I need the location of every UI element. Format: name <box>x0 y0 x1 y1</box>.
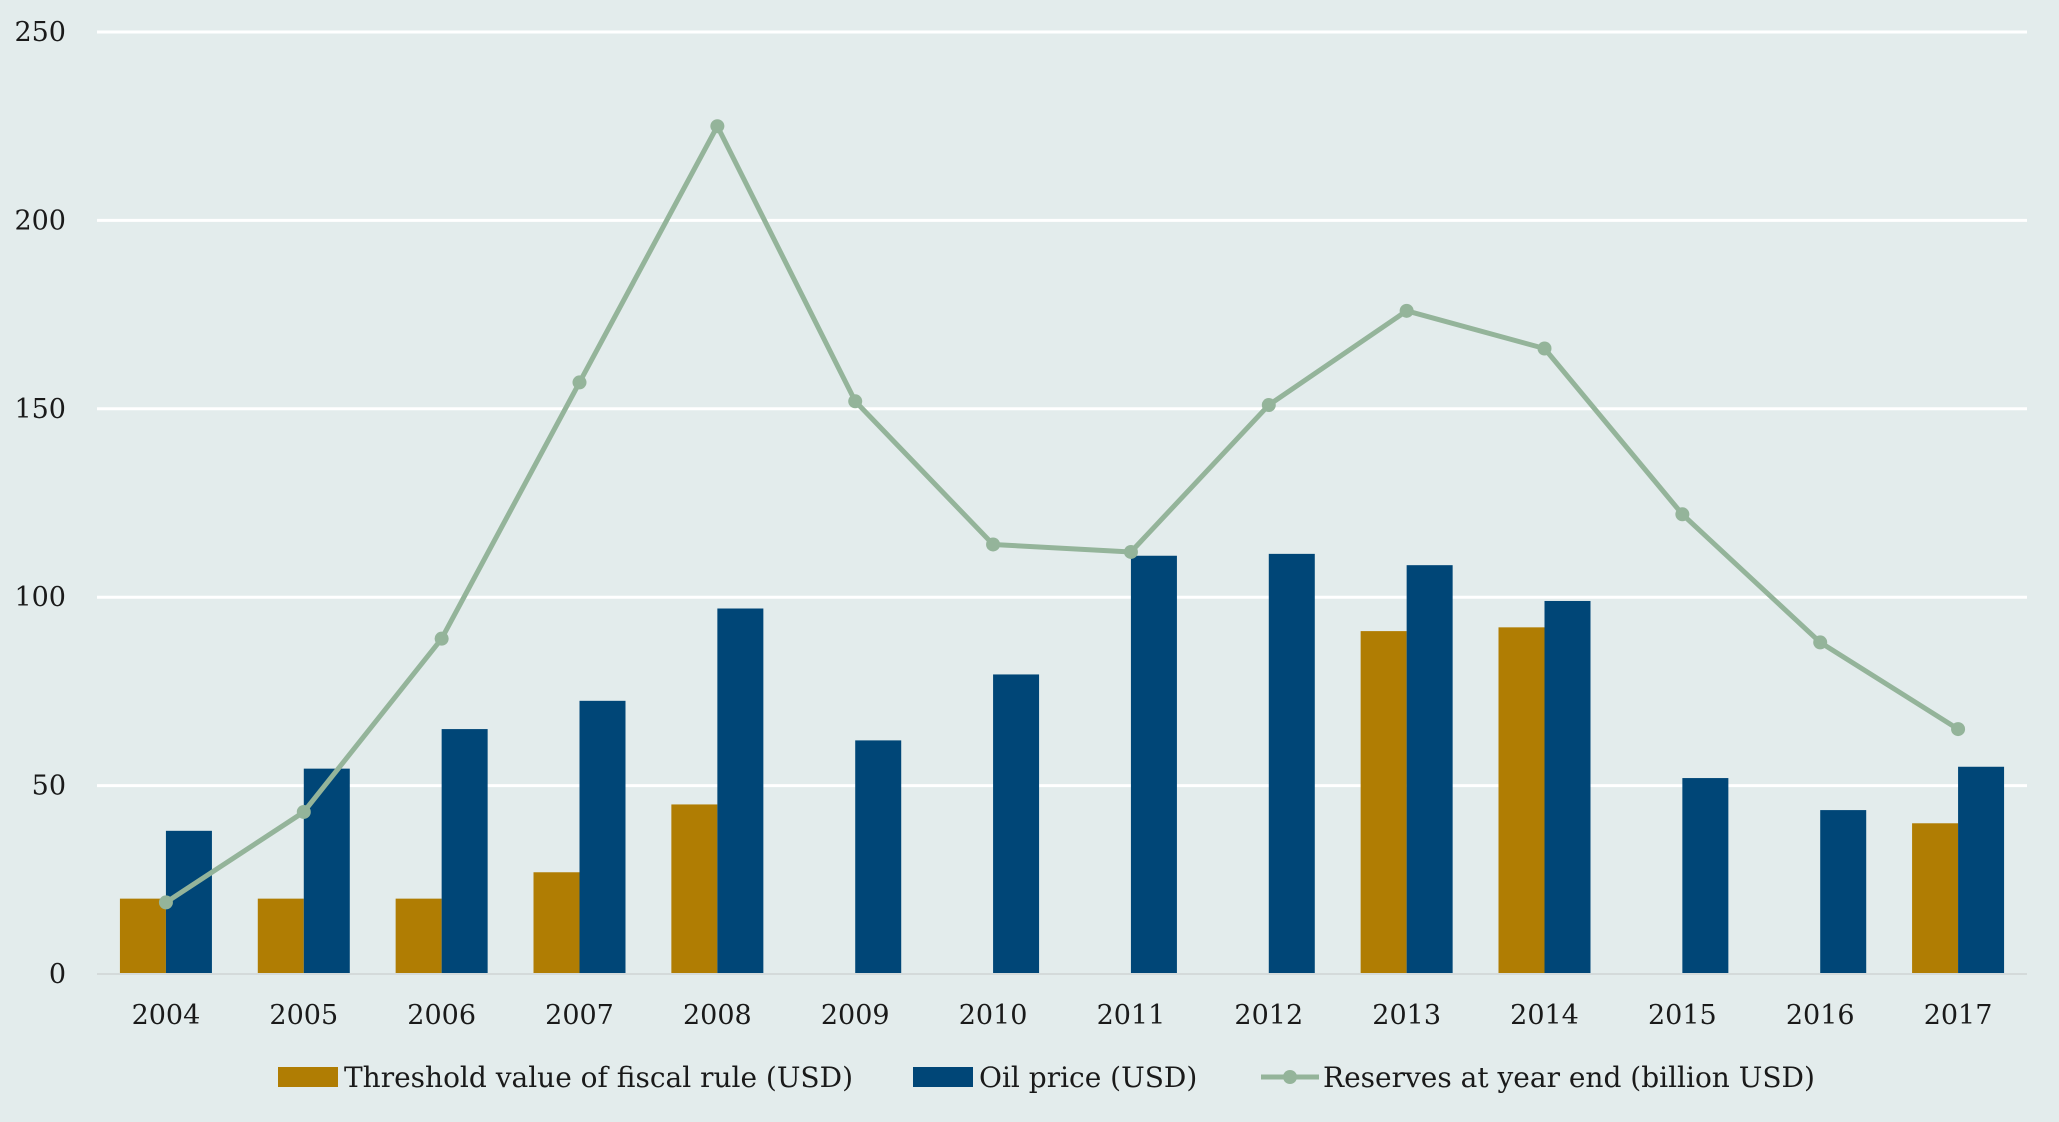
reserves-point-2016 <box>1813 635 1828 650</box>
x-tick-label: 2007 <box>545 1000 614 1031</box>
reserves-point-2007 <box>572 375 587 390</box>
reserves-point-2013 <box>1399 303 1414 318</box>
bar-threshold-value-of-fiscal-rule-usd-2005 <box>257 898 304 974</box>
bar-oil-price-usd-2017 <box>1958 766 2005 974</box>
x-tick-label: 2004 <box>132 1000 201 1031</box>
bar-threshold-value-of-fiscal-rule-usd-2007 <box>533 872 580 974</box>
reserves-point-2008 <box>710 119 725 134</box>
bar-threshold-value-of-fiscal-rule-usd-2017 <box>1912 823 1959 974</box>
bar-oil-price-usd-2012 <box>1268 553 1315 974</box>
bar-threshold-value-of-fiscal-rule-usd-2008 <box>671 804 718 974</box>
x-tick-label: 2011 <box>1097 1000 1166 1031</box>
line-series <box>158 119 1966 910</box>
reserves-point-2006 <box>434 631 449 646</box>
bar-oil-price-usd-2006 <box>441 729 488 974</box>
x-tick-label: 2016 <box>1786 1000 1855 1031</box>
bar-oil-price-usd-2009 <box>855 740 902 974</box>
x-tick-label: 2006 <box>407 1000 476 1031</box>
bar-oil-price-usd-2014 <box>1544 600 1591 974</box>
y-tick-label: 150 <box>14 394 66 425</box>
x-tick-label: 2010 <box>959 1000 1028 1031</box>
legend-swatch <box>913 1067 973 1087</box>
bar-threshold-value-of-fiscal-rule-usd-2013 <box>1360 631 1407 974</box>
x-tick-label: 2017 <box>1924 1000 1993 1031</box>
x-tick-label: 2014 <box>1510 1000 1579 1031</box>
reserves-point-2014 <box>1537 341 1552 356</box>
x-tick-label: 2005 <box>269 1000 338 1031</box>
reserves-point-2004 <box>158 895 173 910</box>
x-tick-label: 2008 <box>683 1000 752 1031</box>
bar-oil-price-usd-2004 <box>165 830 212 974</box>
reserves-point-2005 <box>296 804 311 819</box>
bars <box>119 553 2005 974</box>
bar-oil-price-usd-2013 <box>1406 565 1453 974</box>
reserves-point-2015 <box>1675 507 1690 522</box>
reserves-point-2009 <box>848 394 863 409</box>
x-tick-label: 2009 <box>821 1000 890 1031</box>
bar-oil-price-usd-2011 <box>1130 555 1177 974</box>
bar-threshold-value-of-fiscal-rule-usd-2006 <box>395 898 442 974</box>
bar-oil-price-usd-2016 <box>1820 810 1867 974</box>
y-axis-ticks: 0 50 100 150 200 250 <box>14 17 66 990</box>
grid-lines <box>97 30 2027 788</box>
legend-marker <box>1283 1070 1297 1084</box>
reserves-point-2011 <box>1123 544 1138 559</box>
bar-oil-price-usd-2015 <box>1682 778 1729 974</box>
reserves-point-2017 <box>1951 722 1966 737</box>
legend-swatch <box>278 1067 338 1087</box>
y-tick-label: 250 <box>14 17 66 48</box>
x-tick-label: 2013 <box>1372 1000 1441 1031</box>
legend-label: Threshold value of fiscal rule (USD) <box>344 1061 853 1094</box>
reserves-line <box>164 123 1960 905</box>
bar-threshold-value-of-fiscal-rule-usd-2004 <box>119 898 166 974</box>
y-tick-label: 100 <box>14 582 66 613</box>
y-tick-label: 0 <box>49 959 66 990</box>
bar-oil-price-usd-2007 <box>579 700 626 974</box>
x-tick-label: 2012 <box>1234 1000 1303 1031</box>
y-tick-label: 50 <box>32 771 66 802</box>
legend-label: Reserves at year end (billion USD) <box>1323 1061 1815 1094</box>
x-axis-ticks: 2004 2005 2006 2007 2008 2009 2010 2011 2012 2013… <box>132 1000 1993 1031</box>
reserves-point-2010 <box>986 537 1001 552</box>
y-tick-label: 200 <box>14 205 66 236</box>
bar-oil-price-usd-2010 <box>993 674 1040 974</box>
x-tick-label: 2015 <box>1648 1000 1717 1031</box>
reserves-point-2012 <box>1261 398 1276 413</box>
legend-label: Oil price (USD) <box>979 1061 1197 1094</box>
bar-threshold-value-of-fiscal-rule-usd-2014 <box>1498 627 1545 974</box>
legend: Threshold value of fiscal rule (USD) Oil … <box>278 1061 1815 1094</box>
bar-oil-price-usd-2008 <box>717 608 764 974</box>
